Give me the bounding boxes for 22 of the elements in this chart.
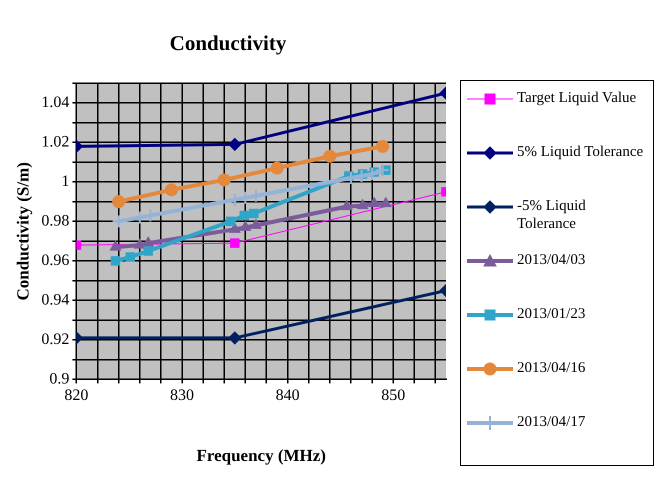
x-tick-label: 850 xyxy=(381,387,406,404)
x-tick-label: 840 xyxy=(276,387,300,404)
chart-title: Conductivity xyxy=(170,31,287,56)
y-tick-label: 0.98 xyxy=(41,212,70,230)
legend-label: 2013/01/23 xyxy=(516,305,586,323)
legend-label: 2013/04/16 xyxy=(516,359,586,377)
legend-label: 2013/04/03 xyxy=(516,251,586,269)
legend-label: 5% Liquid Tolerance xyxy=(516,143,644,161)
y-tick-label: 0.96 xyxy=(41,252,70,270)
y-tick-label: 0.9 xyxy=(49,370,70,388)
legend-label: 2013/04/17 xyxy=(516,413,586,431)
y-tick-label: 1.02 xyxy=(41,134,70,151)
y-axis-title: Conductivity (S/m) xyxy=(14,162,33,300)
y-tick-label: 0.94 xyxy=(41,292,70,309)
legend-label: Target Liquid Value xyxy=(516,89,638,107)
y-tick-label: 0.92 xyxy=(41,331,70,348)
y-tick-label: 1 xyxy=(61,173,70,190)
y-tick-label: 1.04 xyxy=(41,94,70,112)
x-tick-label: 820 xyxy=(64,387,88,404)
x-axis-title: Frequency (MHz) xyxy=(196,446,326,466)
legend-label: -5% Liquid Tolerance xyxy=(516,197,587,233)
x-tick-label: 830 xyxy=(170,387,194,404)
